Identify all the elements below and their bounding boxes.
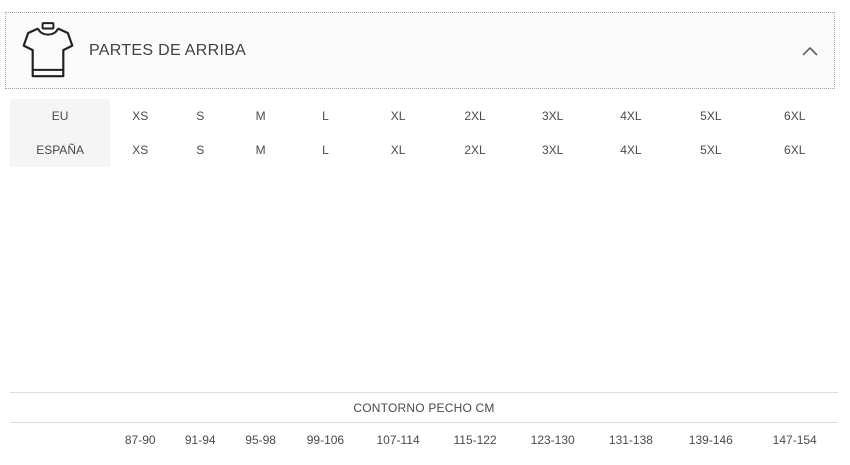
size-cell: L — [322, 109, 329, 123]
measurement-section-label: CONTORNO PECHO CM — [10, 392, 838, 423]
range-cell: 123-130 — [530, 433, 575, 447]
row-label-eu: EU — [10, 99, 111, 133]
accordion-title: PARTES DE ARRIBA — [89, 41, 247, 59]
size-cell: 2XL — [464, 109, 486, 123]
size-cell: XS — [132, 109, 149, 123]
size-cell: 5XL — [700, 143, 722, 157]
range-cell: 131-138 — [608, 433, 653, 447]
size-cell: XL — [390, 109, 406, 123]
chevron-up-icon[interactable] — [802, 46, 818, 56]
range-cell: 91-94 — [184, 433, 216, 447]
measurement-section-row: CONTORNO PECHO CM — [10, 392, 838, 423]
size-cell: XL — [390, 143, 406, 157]
blank-spacer-row — [10, 167, 838, 393]
range-row-spacer-cell — [10, 423, 110, 458]
tshirt-icon — [22, 21, 74, 77]
size-cell: 4XL — [620, 143, 642, 157]
size-cell: 6XL — [784, 109, 806, 123]
range-cell: 115-122 — [453, 433, 497, 447]
accordion-header-partes-de-arriba[interactable]: PARTES DE ARRIBA — [5, 12, 835, 89]
size-cell: 5XL — [700, 109, 722, 123]
size-table-container: EU XS S M L XL 2XL 3XL 4XL 5XL 6XL ESPAÑ… — [10, 99, 838, 457]
measurement-ranges-row: 87-90 91-94 95-98 99-106 107-114 115-122… — [10, 423, 838, 458]
size-cell: 6XL — [784, 143, 806, 157]
size-cell: 4XL — [620, 109, 642, 123]
range-cell: 95-98 — [245, 433, 276, 447]
size-cell: XS — [132, 143, 149, 157]
size-cell: M — [255, 143, 266, 157]
size-cell: 3XL — [542, 109, 564, 123]
size-cell: S — [196, 109, 205, 123]
range-cell: 107-114 — [376, 433, 420, 447]
range-cell: 87-90 — [124, 433, 156, 447]
range-cell: 99-106 — [306, 433, 345, 447]
table-row-espana: ESPAÑA XS S M L XL 2XL 3XL 4XL 5XL 6XL — [10, 133, 838, 167]
table-row-eu: EU XS S M L XL 2XL 3XL 4XL 5XL 6XL — [10, 99, 838, 133]
size-cell: L — [322, 143, 329, 157]
size-cell: 2XL — [464, 143, 486, 157]
row-label-espana: ESPAÑA — [10, 133, 111, 167]
size-cell: 3XL — [542, 143, 564, 157]
size-cell: S — [196, 143, 205, 157]
range-cell: 147-154 — [772, 433, 817, 447]
size-cell: M — [255, 109, 266, 123]
size-table: EU XS S M L XL 2XL 3XL 4XL 5XL 6XL ESPAÑ… — [10, 99, 838, 457]
range-cell: 139-146 — [688, 433, 733, 447]
